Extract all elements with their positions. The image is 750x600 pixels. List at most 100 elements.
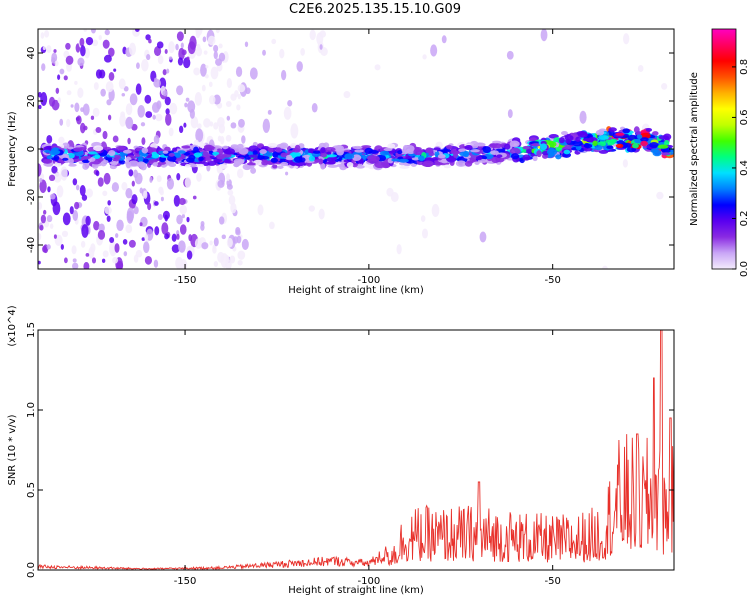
heatmap-cell [109, 236, 115, 244]
heatmap-cell [162, 150, 169, 154]
heatmap-cell [146, 54, 151, 61]
heatmap-cell [464, 161, 473, 167]
heatmap-cell [441, 35, 447, 44]
heatmap-cell [164, 233, 170, 240]
heatmap-cell [248, 154, 259, 158]
heatmap-cell [262, 118, 270, 133]
heatmap-cell [257, 155, 265, 160]
heatmap-cell [72, 158, 80, 163]
heatmap-cell [344, 153, 355, 160]
heatmap-cell [575, 136, 581, 142]
heatmap-cell [267, 109, 272, 115]
heatmap-cell [396, 244, 402, 255]
heatmap-cell [491, 156, 500, 164]
heatmap-cell [145, 111, 153, 119]
heatmap-cell [150, 151, 159, 159]
heatmap-cell [169, 102, 178, 115]
colorbar-tick-label: 0.0 [739, 261, 750, 277]
heatmap-cell [309, 29, 316, 41]
spectrogram-y-tick-label: 40 [26, 47, 37, 60]
heatmap-cell [225, 134, 232, 142]
heatmap-cell [74, 102, 80, 113]
heatmap-cell [237, 260, 243, 266]
heatmap-cell [482, 146, 491, 154]
heatmap-cell [218, 216, 225, 225]
heatmap-cell [164, 214, 168, 222]
spectrogram-x-tick-label: -150 [174, 275, 197, 286]
heatmap-cell [320, 162, 326, 170]
spectrogram-y-tick-label: -20 [26, 189, 37, 205]
heatmap-cell [175, 43, 179, 51]
heatmap-cell [193, 152, 203, 158]
heatmap-cell [176, 85, 184, 96]
heatmap-cell [183, 122, 187, 128]
heatmap-cell [95, 170, 100, 177]
heatmap-cell [43, 149, 51, 153]
heatmap-cell [652, 149, 662, 157]
heatmap-cell [44, 163, 53, 167]
spectrogram-panel: -150 -100 -50 -40 -20 0 20 40 Height of straigh… [7, 28, 675, 296]
heatmap-cell [145, 34, 151, 41]
heatmap-cell [92, 107, 100, 118]
heatmap-cell [90, 115, 95, 120]
heatmap-cell [227, 189, 234, 196]
heatmap-cell [238, 147, 249, 155]
heatmap-cell [216, 153, 226, 160]
heatmap-cell [93, 145, 104, 152]
heatmap-cell [213, 237, 219, 247]
heatmap-cell [290, 123, 299, 139]
heatmap-cell [615, 143, 624, 148]
heatmap-cell [241, 135, 246, 144]
heatmap-cell [39, 224, 44, 231]
heatmap-cell [40, 32, 45, 39]
heatmap-cell [112, 256, 119, 264]
heatmap-cell [221, 234, 226, 240]
heatmap-cell [44, 30, 50, 38]
heatmap-cell [157, 55, 164, 65]
heatmap-cell [123, 149, 132, 154]
heatmap-cell [81, 194, 88, 201]
spectrogram-x-tick-label: -50 [545, 275, 561, 286]
heatmap-cell [246, 162, 256, 166]
heatmap-cell [51, 165, 58, 174]
heatmap-cell [226, 237, 233, 248]
heatmap-cell [165, 113, 172, 126]
heatmap-cell [94, 154, 101, 160]
heatmap-cell [649, 142, 659, 149]
heatmap-cell [546, 148, 558, 156]
heatmap-cell [244, 41, 249, 48]
heatmap-cell [136, 161, 146, 168]
heatmap-cell [203, 50, 208, 55]
heatmap-cell [492, 143, 502, 149]
heatmap-cell [216, 164, 228, 170]
heatmap-cell [561, 131, 568, 136]
heatmap-cell [144, 255, 153, 265]
heatmap-cell [66, 118, 71, 128]
heatmap-cell [294, 144, 301, 152]
snr-y-axis-label: SNR (10 * v/v) [7, 414, 18, 485]
heatmap-cell [122, 239, 128, 245]
heatmap-cell [119, 113, 126, 127]
heatmap-cell [327, 160, 336, 165]
heatmap-cell [65, 55, 74, 65]
snr-frame [37, 329, 675, 571]
heatmap-cell [161, 222, 169, 235]
heatmap-cell [602, 265, 608, 269]
heatmap-cell [72, 209, 79, 221]
heatmap-cell [81, 224, 89, 238]
heatmap-cell [80, 240, 86, 248]
heatmap-cell [582, 138, 592, 142]
heatmap-cell [186, 216, 190, 223]
heatmap-cell [296, 61, 303, 72]
heatmap-cell [661, 83, 668, 90]
heatmap-cell [47, 186, 51, 193]
heatmap-cell [318, 158, 324, 165]
heatmap-cell [507, 109, 513, 119]
heatmap-cell [152, 162, 158, 167]
heatmap-cell [479, 231, 487, 243]
heatmap-cell [230, 122, 237, 129]
heatmap-cell [522, 154, 531, 161]
heatmap-cell [177, 240, 186, 253]
heatmap-cell [57, 97, 61, 104]
heatmap-cell [308, 155, 316, 162]
